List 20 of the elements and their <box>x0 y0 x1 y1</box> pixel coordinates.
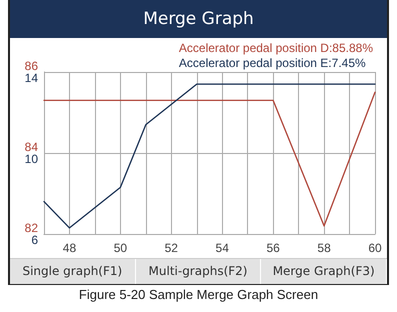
y-tick-label: 14 <box>24 71 38 85</box>
x-tick-label: 56 <box>266 241 280 255</box>
x-tick-label: 50 <box>114 241 128 255</box>
y2-tick-label: 82 <box>24 221 38 235</box>
x-tick-label: 52 <box>164 241 178 255</box>
y2-tick-label: 86 <box>24 59 38 73</box>
y-tick-label: 10 <box>24 152 38 166</box>
text: Multi-graphs(F2) <box>136 259 262 284</box>
y-tick-label: 6 <box>31 233 38 247</box>
x-tick-label: 60 <box>368 241 382 255</box>
x-tick-label: 48 <box>62 241 76 255</box>
y2-tick-label: 84 <box>24 140 38 154</box>
x-tick-label: 58 <box>317 241 332 255</box>
text: Merge Graph(F3) <box>261 259 388 284</box>
series-label: Accelerator pedal position E:7.45% <box>178 56 366 70</box>
text: Accelerator pedal position D:85.88% <box>178 41 374 55</box>
x-tick-label: 54 <box>216 241 230 255</box>
caption: Figure 5-20 Sample Merge Graph Screen <box>78 287 320 302</box>
chart-title: Merge Graph <box>10 0 387 38</box>
text: Single graph(F1) <box>10 259 136 284</box>
